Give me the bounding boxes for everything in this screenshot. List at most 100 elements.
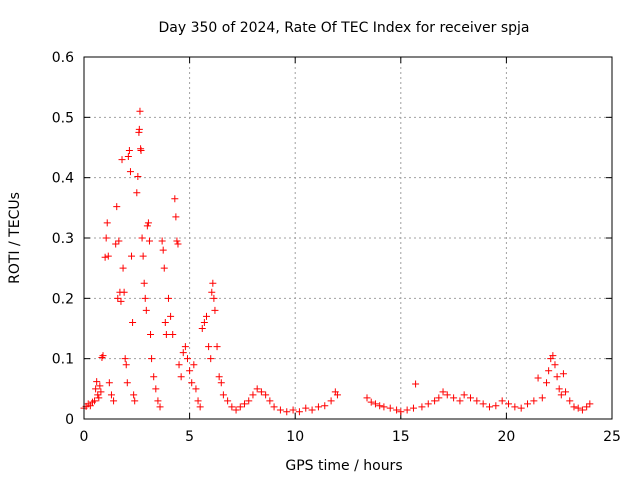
data-point (92, 385, 100, 393)
data-point (586, 400, 594, 408)
data-point (215, 373, 223, 381)
data-point (551, 361, 559, 369)
data-point (327, 397, 335, 405)
data-point (276, 406, 284, 414)
data-point (161, 318, 169, 326)
data-point (570, 403, 578, 411)
data-point (492, 402, 500, 410)
x-axis-label: GPS time / hours (285, 458, 402, 474)
data-point (173, 237, 181, 245)
data-point (213, 343, 221, 351)
data-point (114, 294, 122, 302)
data-point (91, 397, 99, 405)
data-point (443, 391, 451, 399)
data-point (409, 404, 417, 412)
data-point (135, 125, 143, 133)
data-point (160, 264, 168, 272)
data-point (460, 391, 468, 399)
data-point (439, 388, 447, 396)
data-point (117, 297, 125, 305)
data-point (505, 400, 513, 408)
data-point (140, 279, 148, 287)
data-point (479, 400, 487, 408)
data-point (543, 379, 551, 387)
data-point (86, 402, 94, 410)
data-point (154, 397, 162, 405)
data-point (167, 312, 175, 320)
data-point (498, 397, 506, 405)
data-point (107, 391, 115, 399)
data-point (194, 397, 202, 405)
data-point (363, 394, 371, 402)
data-point (162, 331, 170, 339)
data-point (183, 355, 191, 363)
data-point (431, 397, 439, 405)
data-point (139, 252, 147, 260)
axis-ticks (83, 56, 613, 420)
data-point (198, 325, 206, 332)
data-point (196, 403, 204, 411)
data-point (219, 391, 227, 399)
data-point (126, 168, 134, 176)
y-tick-label: 0.1 (52, 352, 74, 368)
data-points (80, 107, 594, 416)
data-point (270, 403, 278, 411)
data-point (94, 391, 102, 399)
data-point (562, 388, 570, 396)
data-point (148, 355, 156, 363)
data-point (156, 403, 164, 411)
data-point (164, 294, 172, 302)
data-point (249, 391, 257, 399)
x-tick-label: 15 (392, 429, 410, 445)
data-point (205, 343, 213, 351)
y-tick-label: 0.4 (52, 171, 74, 187)
data-point (412, 380, 420, 388)
data-point (137, 147, 145, 155)
data-point (120, 288, 128, 296)
y-axis-label: ROTI / TECUs (7, 192, 23, 284)
data-point (105, 379, 113, 387)
data-point (397, 408, 405, 416)
data-point (473, 397, 481, 405)
data-point (241, 400, 249, 408)
data-point (130, 391, 138, 399)
x-tick-label: 0 (80, 429, 89, 445)
data-point (295, 408, 303, 416)
data-point (553, 373, 561, 381)
data-point (202, 312, 210, 320)
data-point (534, 374, 542, 382)
data-point (97, 388, 105, 396)
data-point (144, 219, 152, 227)
data-point (308, 406, 316, 414)
data-point (217, 379, 225, 387)
data-point (133, 189, 141, 197)
data-point (110, 397, 118, 405)
data-point (424, 400, 432, 408)
data-point (172, 213, 180, 221)
data-point (101, 253, 109, 261)
data-point (98, 353, 106, 361)
data-point (466, 394, 474, 402)
data-point (208, 288, 216, 296)
data-point (262, 391, 270, 399)
data-point (236, 403, 244, 411)
x-tick-label: 20 (497, 429, 515, 445)
data-point (283, 408, 291, 416)
data-point (253, 385, 261, 393)
data-point (224, 397, 232, 405)
data-point (103, 219, 111, 227)
data-point (566, 397, 574, 405)
y-tick-label: 0 (65, 412, 74, 428)
data-point (578, 406, 586, 414)
data-point (129, 318, 137, 326)
data-point (192, 385, 200, 393)
data-point (188, 379, 196, 387)
data-point (333, 391, 341, 399)
data-point (112, 240, 120, 248)
data-point (545, 367, 553, 375)
data-point (152, 385, 160, 393)
data-point (122, 361, 130, 369)
data-point (138, 234, 146, 242)
data-point (367, 398, 375, 406)
data-point (171, 195, 179, 203)
